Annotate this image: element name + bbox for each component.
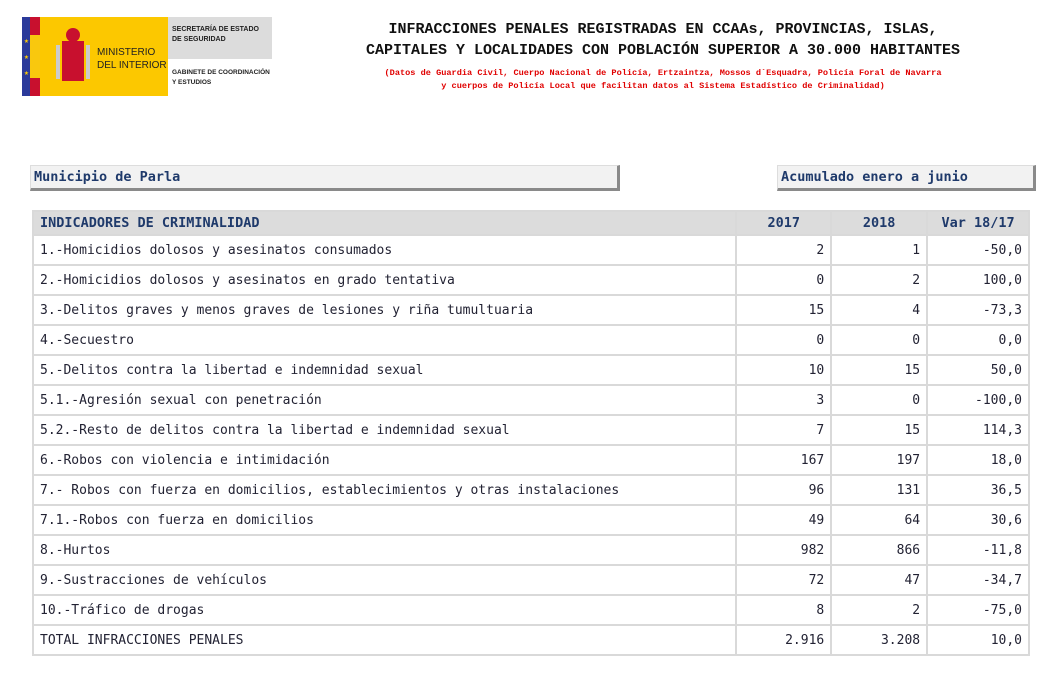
table-row: 8.-Hurtos 982 866 -11,8 bbox=[31, 534, 1030, 566]
cell-v2017: 10 bbox=[735, 354, 833, 386]
table-row: 4.-Secuestro 0 0 0,0 bbox=[31, 324, 1030, 356]
cell-var: 30,6 bbox=[926, 504, 1030, 536]
cell-indicador: 6.-Robos con violencia e intimidación bbox=[31, 444, 738, 476]
cell-v2018: 15 bbox=[830, 354, 929, 386]
table-row: 5.1.-Agresión sexual con penetración 3 0 -1… bbox=[31, 384, 1030, 416]
cell-var: -100,0 bbox=[926, 384, 1030, 416]
cell-v2017: 2 bbox=[735, 234, 833, 266]
table-row: 7.1.-Robos con fuerza en domicilios 49 64 3… bbox=[31, 504, 1030, 536]
cell-indicador: 7.1.-Robos con fuerza en domicilios bbox=[31, 504, 738, 536]
table-header-row: INDICADORES DE CRIMINALIDAD 2017 2018 Va… bbox=[31, 210, 1030, 236]
municipio-label: Municipio de Parla bbox=[30, 165, 620, 191]
cell-v2018: 866 bbox=[830, 534, 929, 566]
title-line-1: INFRACCIONES PENALES REGISTRADAS EN CCAA… bbox=[388, 21, 938, 38]
cell-v2017: 167 bbox=[735, 444, 833, 476]
cell-v2017: 2.916 bbox=[735, 624, 833, 656]
cell-var: 36,5 bbox=[926, 474, 1030, 506]
table-row: 5.-Delitos contra la libertad e indemnid… bbox=[31, 354, 1030, 386]
title-line-2: CAPITALES Y LOCALIDADES CON POBLACIÓN SU… bbox=[365, 42, 961, 59]
cell-v2018: 131 bbox=[830, 474, 929, 506]
cell-indicador: 5.-Delitos contra la libertad e indemnid… bbox=[31, 354, 738, 386]
cell-v2018: 0 bbox=[830, 324, 929, 356]
table-row: 5.2.-Resto de delitos contra la libertad… bbox=[31, 414, 1030, 446]
svg-text:★: ★ bbox=[24, 36, 29, 45]
cell-v2017: 72 bbox=[735, 564, 833, 596]
cell-v2017: 7 bbox=[735, 414, 833, 446]
table-row: 7.- Robos con fuerza en domicilios, esta… bbox=[31, 474, 1030, 506]
cell-indicador: 7.- Robos con fuerza en domicilios, esta… bbox=[31, 474, 738, 506]
svg-text:DE SEGURIDAD: DE SEGURIDAD bbox=[172, 36, 226, 43]
cell-v2018: 3.208 bbox=[830, 624, 929, 656]
page-title: INFRACCIONES PENALES REGISTRADAS EN CCAA… bbox=[295, 19, 1031, 61]
cell-var: -73,3 bbox=[926, 294, 1030, 326]
cell-var: 18,0 bbox=[926, 444, 1030, 476]
cell-v2017: 0 bbox=[735, 324, 833, 356]
svg-text:Y ESTUDIOS: Y ESTUDIOS bbox=[172, 79, 212, 86]
cell-var: -11,8 bbox=[926, 534, 1030, 566]
cell-v2017: 982 bbox=[735, 534, 833, 566]
cell-indicador: 1.-Homicidios dolosos y asesinatos consu… bbox=[31, 234, 738, 266]
table-row: 9.-Sustracciones de vehículos 72 47 -34,7 bbox=[31, 564, 1030, 596]
svg-text:DEL INTERIOR: DEL INTERIOR bbox=[97, 60, 167, 71]
svg-text:★: ★ bbox=[24, 52, 29, 61]
cell-v2018: 15 bbox=[830, 414, 929, 446]
table-row: 2.-Homicidios dolosos y asesinatos en gr… bbox=[31, 264, 1030, 296]
table-row: 1.-Homicidios dolosos y asesinatos consu… bbox=[31, 234, 1030, 266]
cell-v2017: 96 bbox=[735, 474, 833, 506]
cell-var: -34,7 bbox=[926, 564, 1030, 596]
svg-text:MINISTERIO: MINISTERIO bbox=[97, 47, 156, 58]
ministerio-interior-logo: ★ ★ ★ MINISTERIO DEL INTERIOR SECRETARÍA D… bbox=[22, 17, 272, 96]
cell-v2018: 0 bbox=[830, 384, 929, 416]
cell-indicador: 5.2.-Resto de delitos contra la libertad… bbox=[31, 414, 738, 446]
table-row: 6.-Robos con violencia e intimidación 167… bbox=[31, 444, 1030, 476]
cell-v2018: 47 bbox=[830, 564, 929, 596]
table-row: TOTAL INFRACCIONES PENALES 2.916 3.208 10,0 bbox=[31, 624, 1030, 656]
cell-indicador: 5.1.-Agresión sexual con penetración bbox=[31, 384, 738, 416]
cell-var: 10,0 bbox=[926, 624, 1030, 656]
svg-text:★: ★ bbox=[24, 68, 29, 77]
cell-var: 100,0 bbox=[926, 264, 1030, 296]
cell-v2018: 4 bbox=[830, 294, 929, 326]
periodo-label: Acumulado enero a junio bbox=[777, 165, 1036, 191]
cell-indicador: 8.-Hurtos bbox=[31, 534, 738, 566]
cell-var: 114,3 bbox=[926, 414, 1030, 446]
cell-indicador: 10.-Tráfico de drogas bbox=[31, 594, 738, 626]
cell-v2018: 2 bbox=[830, 264, 929, 296]
cell-v2018: 197 bbox=[830, 444, 929, 476]
subtitle-line-2: y cuerpos de Policía Local que facilitan… bbox=[441, 81, 885, 91]
cell-v2017: 3 bbox=[735, 384, 833, 416]
svg-text:SECRETARÍA DE ESTADO: SECRETARÍA DE ESTADO bbox=[172, 24, 260, 33]
cell-var: 50,0 bbox=[926, 354, 1030, 386]
cell-v2018: 1 bbox=[830, 234, 929, 266]
col-header-var: Var 18/17 bbox=[926, 210, 1030, 236]
cell-indicador: 2.-Homicidios dolosos y asesinatos en gr… bbox=[31, 264, 738, 296]
page-subtitle: (Datos de Guardia Civil, Cuerpo Nacional… bbox=[295, 67, 1031, 93]
cell-var: 0,0 bbox=[926, 324, 1030, 356]
cell-var: -75,0 bbox=[926, 594, 1030, 626]
cell-v2017: 8 bbox=[735, 594, 833, 626]
col-header-indicadores: INDICADORES DE CRIMINALIDAD bbox=[31, 210, 738, 236]
subtitle-line-1: (Datos de Guardia Civil, Cuerpo Nacional… bbox=[384, 68, 942, 78]
cell-indicador: 4.-Secuestro bbox=[31, 324, 738, 356]
criminality-table: INDICADORES DE CRIMINALIDAD 2017 2018 Va… bbox=[31, 210, 1030, 656]
cell-v2018: 64 bbox=[830, 504, 929, 536]
svg-text:GABINETE DE COORDINACIÓN: GABINETE DE COORDINACIÓN bbox=[172, 67, 270, 76]
cell-indicador: TOTAL INFRACCIONES PENALES bbox=[31, 624, 738, 656]
cell-v2017: 49 bbox=[735, 504, 833, 536]
cell-var: -50,0 bbox=[926, 234, 1030, 266]
cell-indicador: 9.-Sustracciones de vehículos bbox=[31, 564, 738, 596]
table-row: 10.-Tráfico de drogas 8 2 -75,0 bbox=[31, 594, 1030, 626]
cell-v2017: 0 bbox=[735, 264, 833, 296]
table-row: 3.-Delitos graves y menos graves de lesi… bbox=[31, 294, 1030, 326]
cell-indicador: 3.-Delitos graves y menos graves de lesi… bbox=[31, 294, 738, 326]
cell-v2018: 2 bbox=[830, 594, 929, 626]
cell-v2017: 15 bbox=[735, 294, 833, 326]
col-header-2018: 2018 bbox=[830, 210, 929, 236]
col-header-2017: 2017 bbox=[735, 210, 833, 236]
